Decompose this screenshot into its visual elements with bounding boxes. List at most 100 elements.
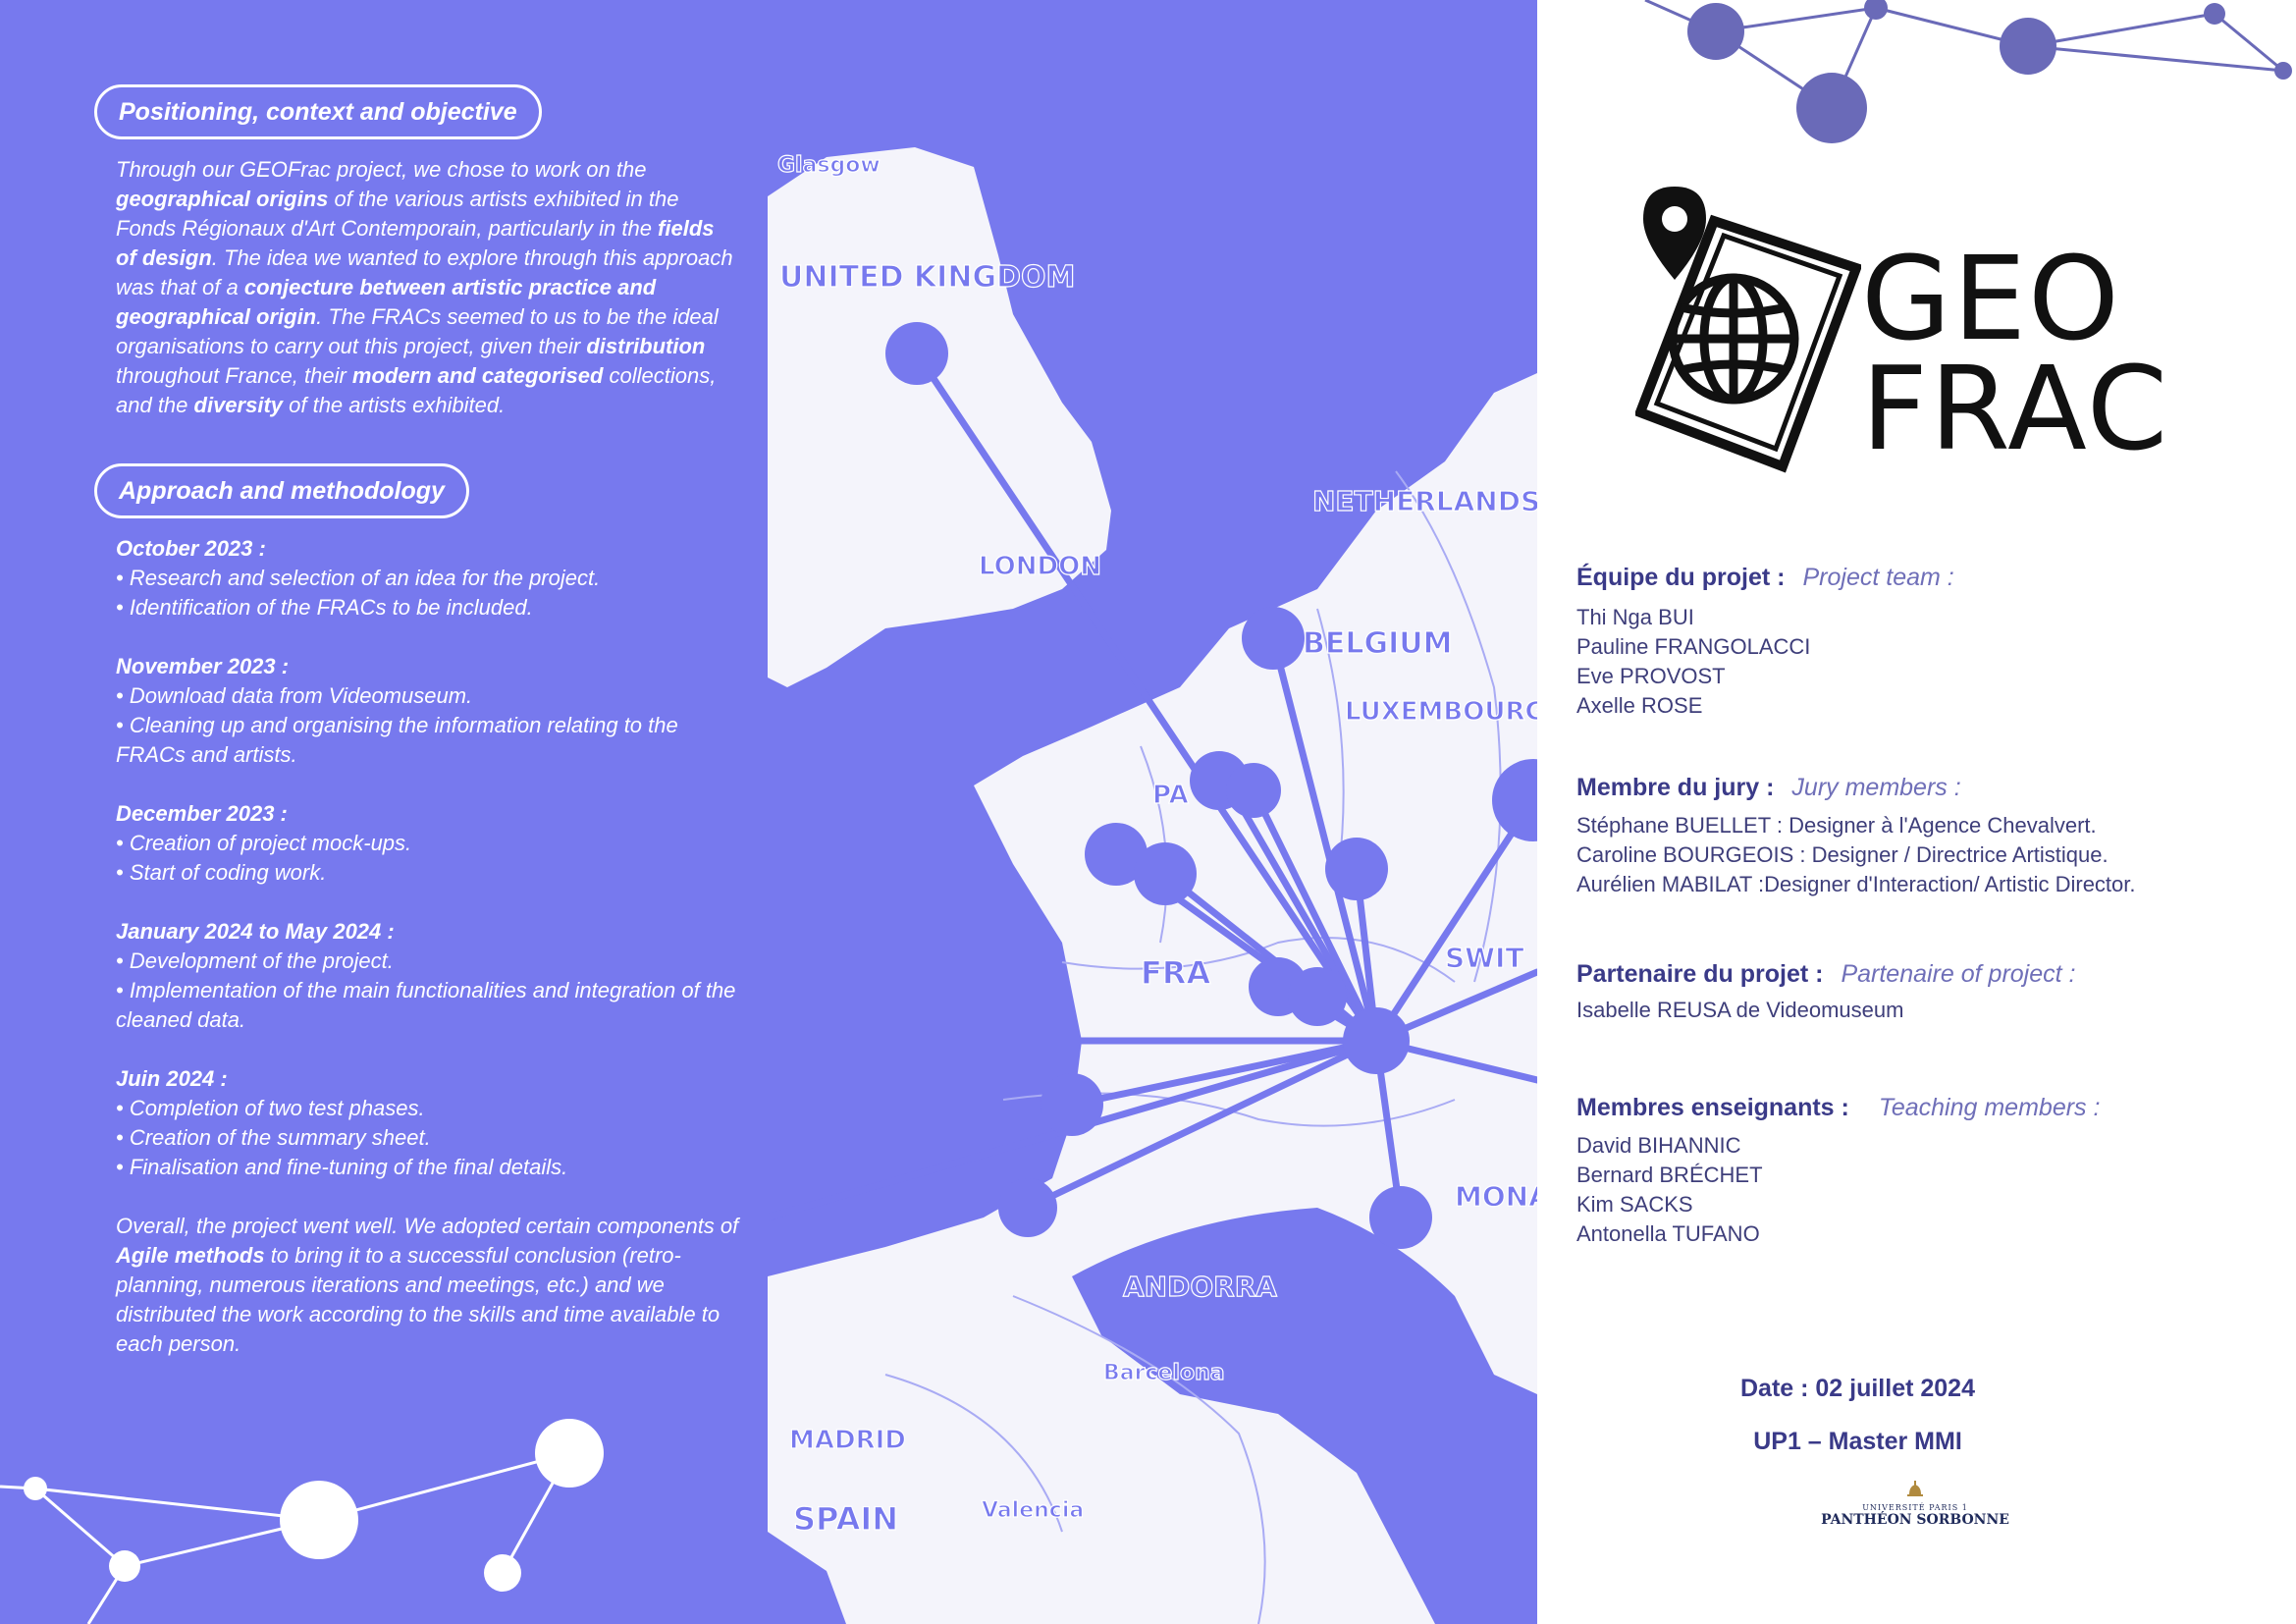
logo-text-frac: FRAC (1861, 341, 2170, 476)
positioning-run: modern and categorised (351, 363, 604, 388)
team-label: Équipe du projet : (1576, 564, 1786, 591)
positioning-run: of the various artists exhibited in the … (116, 187, 679, 241)
map-label-netherlands: NETHERLANDS (1312, 485, 1537, 517)
university-name: PANTHÉON SORBONNE (1821, 1512, 2009, 1528)
teachers-label-en: Teaching members : (1878, 1094, 2101, 1121)
jury-member: Aurélien MABILAT :Designer d'Interaction… (1576, 872, 2136, 896)
team-member: Eve PROVOST (1576, 664, 1726, 688)
map-label-luxembourg: LUXEMBOURG (1345, 697, 1537, 727)
positioning-run: . The idea we wanted to explore through … (116, 245, 733, 299)
section-approach-title: Approach and methodology (94, 463, 469, 518)
map-label-belgium: BELGIUM (1303, 626, 1452, 661)
team-list: Thi Nga BUI Pauline FRANGOLACCI Eve PROVOS… (1576, 603, 1810, 721)
network-decoration-bottom (0, 1419, 604, 1624)
jury-heading: Membre du jury : Jury members : (1576, 774, 1961, 802)
date-line: Date : 02 juillet 2024 (1739, 1375, 1975, 1402)
team-member: Axelle ROSE (1576, 693, 1703, 718)
positioning-run: Through our GEOFrac project, we chose to… (116, 157, 647, 182)
left-panel: Positioning, context and objective Throu… (0, 0, 768, 1624)
timeline-step-item: • Cleaning up and organising the informa… (116, 713, 678, 767)
right-panel: GEO FRAC Équipe du projet : Project team … (1537, 0, 2296, 1624)
teachers-heading: Membres enseignants : Teaching members : (1576, 1094, 2100, 1122)
team-heading: Équipe du projet : Project team : (1576, 564, 1954, 592)
geofrac-logo-icon (1635, 187, 1861, 473)
timeline-step-item: • Download data from Videomuseum. (116, 683, 473, 708)
positioning-run: geographical origins (116, 187, 329, 211)
map-label-barcelona: Barcelona (1103, 1361, 1225, 1385)
timeline-step-title: October 2023 : (116, 536, 266, 561)
partner-member: Isabelle REUSA de Videomuseum (1576, 998, 1904, 1022)
timeline-step-item: • Development of the project. (116, 948, 394, 973)
positioning-run: diversity (193, 393, 284, 417)
section-positioning-title: Positioning, context and objective (94, 84, 542, 139)
partner-heading: Partenaire du projet : Partenaire of proj… (1576, 960, 2075, 989)
jury-label-en: Jury members : (1791, 774, 1961, 801)
timeline-step-item: • Completion of two test phases. (116, 1096, 425, 1120)
dome-icon (1907, 1481, 1923, 1496)
map-label-paris: PA (1152, 781, 1189, 810)
positioning-run: throughout France, their (116, 363, 352, 388)
teacher-member: Kim SACKS (1576, 1192, 1693, 1217)
timeline-step-item: • Implementation of the main functionali… (116, 978, 736, 1032)
timeline-step-title: Juin 2024 : (116, 1066, 228, 1091)
timeline-step-item: • Start of coding work. (116, 860, 327, 885)
timeline: October 2023 : • Research and selection o… (116, 534, 744, 1359)
positioning-run: conjecture between artistic practice and… (116, 275, 657, 329)
positioning-run: collections, and the (116, 363, 717, 417)
jury-member: Stéphane BUELLET : Designer à l'Agence C… (1576, 813, 2097, 838)
timeline-step: November 2023 : • Download data from Vide… (116, 652, 744, 770)
map-label-spain: SPAIN (793, 1500, 898, 1538)
conclusion-run: to bring it to a successful conclusion (… (116, 1243, 721, 1356)
teacher-member: Bernard BRÉCHET (1576, 1163, 1763, 1187)
timeline-step-item: • Finalisation and fine-tuning of the fi… (116, 1155, 568, 1179)
positioning-run: . The FRACs seemed to us to be the ideal… (116, 304, 719, 358)
map-label-united-kingdom: UNITED KINGDOM (779, 260, 1075, 295)
timeline-step-item: • Creation of the summary sheet. (116, 1125, 431, 1150)
teachers-label: Membres enseignants : (1576, 1094, 1849, 1121)
positioning-run: fields of design (116, 216, 715, 270)
teacher-member: David BIHANNIC (1576, 1133, 1741, 1158)
conclusion-paragraph: Overall, the project went well. We adopt… (116, 1212, 744, 1359)
timeline-step-item: • Creation of project mock-ups. (116, 831, 412, 855)
teachers-list: David BIHANNIC Bernard BRÉCHET Kim SACKS An… (1576, 1131, 1763, 1249)
program-line: UP1 – Master MMI (1753, 1428, 1962, 1455)
team-member: Pauline FRANGOLACCI (1576, 634, 1811, 659)
partner-list: Isabelle REUSA de Videomuseum (1576, 996, 1903, 1025)
jury-member: Caroline BOURGEOIS : Designer / Directri… (1576, 842, 2109, 867)
map-label-andorra: ANDORRA (1123, 1271, 1277, 1303)
timeline-step: December 2023 : • Creation of project moc… (116, 799, 744, 888)
timeline-step-item: • Research and selection of an idea for … (116, 566, 601, 590)
positioning-run: of the artists exhibited. (283, 393, 506, 417)
map-label-glasgow: Glasgow (777, 153, 881, 178)
jury-label: Membre du jury : (1576, 774, 1775, 801)
conclusion-run: Agile methods (116, 1243, 265, 1268)
map-panel: Glasgow UNITED KINGDOM LONDON NETHERLAND… (768, 0, 1537, 1624)
map-label-france: FRA (1141, 954, 1211, 992)
timeline-step-title: November 2023 : (116, 654, 290, 678)
map-label-london: LONDON (979, 552, 1101, 581)
conclusion-run: Overall, the project went well. We adopt… (116, 1214, 739, 1238)
network-decoration-top (1644, 0, 2292, 143)
team-member: Thi Nga BUI (1576, 605, 1694, 629)
timeline-step: Juin 2024 : • Completion of two test phas… (116, 1064, 744, 1182)
jury-list: Stéphane BUELLET : Designer à l'Agence C… (1576, 811, 2136, 899)
positioning-paragraph: Through our GEOFrac project, we chose to… (116, 155, 734, 420)
map-label-valencia: Valencia (982, 1498, 1084, 1523)
map-label-madrid: MADRID (789, 1426, 906, 1455)
map-label-switzerland: SWIT (1445, 942, 1524, 974)
timeline-step-title: December 2023 : (116, 801, 288, 826)
teacher-member: Antonella TUFANO (1576, 1221, 1760, 1246)
timeline-step: October 2023 : • Research and selection o… (116, 534, 744, 623)
positioning-run: distribution (586, 334, 706, 358)
timeline-step-title: January 2024 to May 2024 : (116, 919, 395, 944)
partner-label-en: Partenaire of project : (1841, 960, 2076, 988)
europe-map: Glasgow UNITED KINGDOM LONDON NETHERLAND… (768, 147, 1537, 1624)
timeline-step: January 2024 to May 2024 : • Development … (116, 917, 744, 1035)
university-small-text: UNIVERSITÉ PARIS 1 (1862, 1503, 1968, 1512)
partner-label: Partenaire du projet : (1576, 960, 1824, 988)
timeline-step-item: • Identification of the FRACs to be incl… (116, 595, 533, 620)
university-logo: UNIVERSITÉ PARIS 1 PANTHÉON SORBONNE (1802, 1481, 2028, 1528)
logo-text-geo: GEO (1861, 231, 2121, 366)
team-label-en: Project team : (1802, 564, 1954, 591)
